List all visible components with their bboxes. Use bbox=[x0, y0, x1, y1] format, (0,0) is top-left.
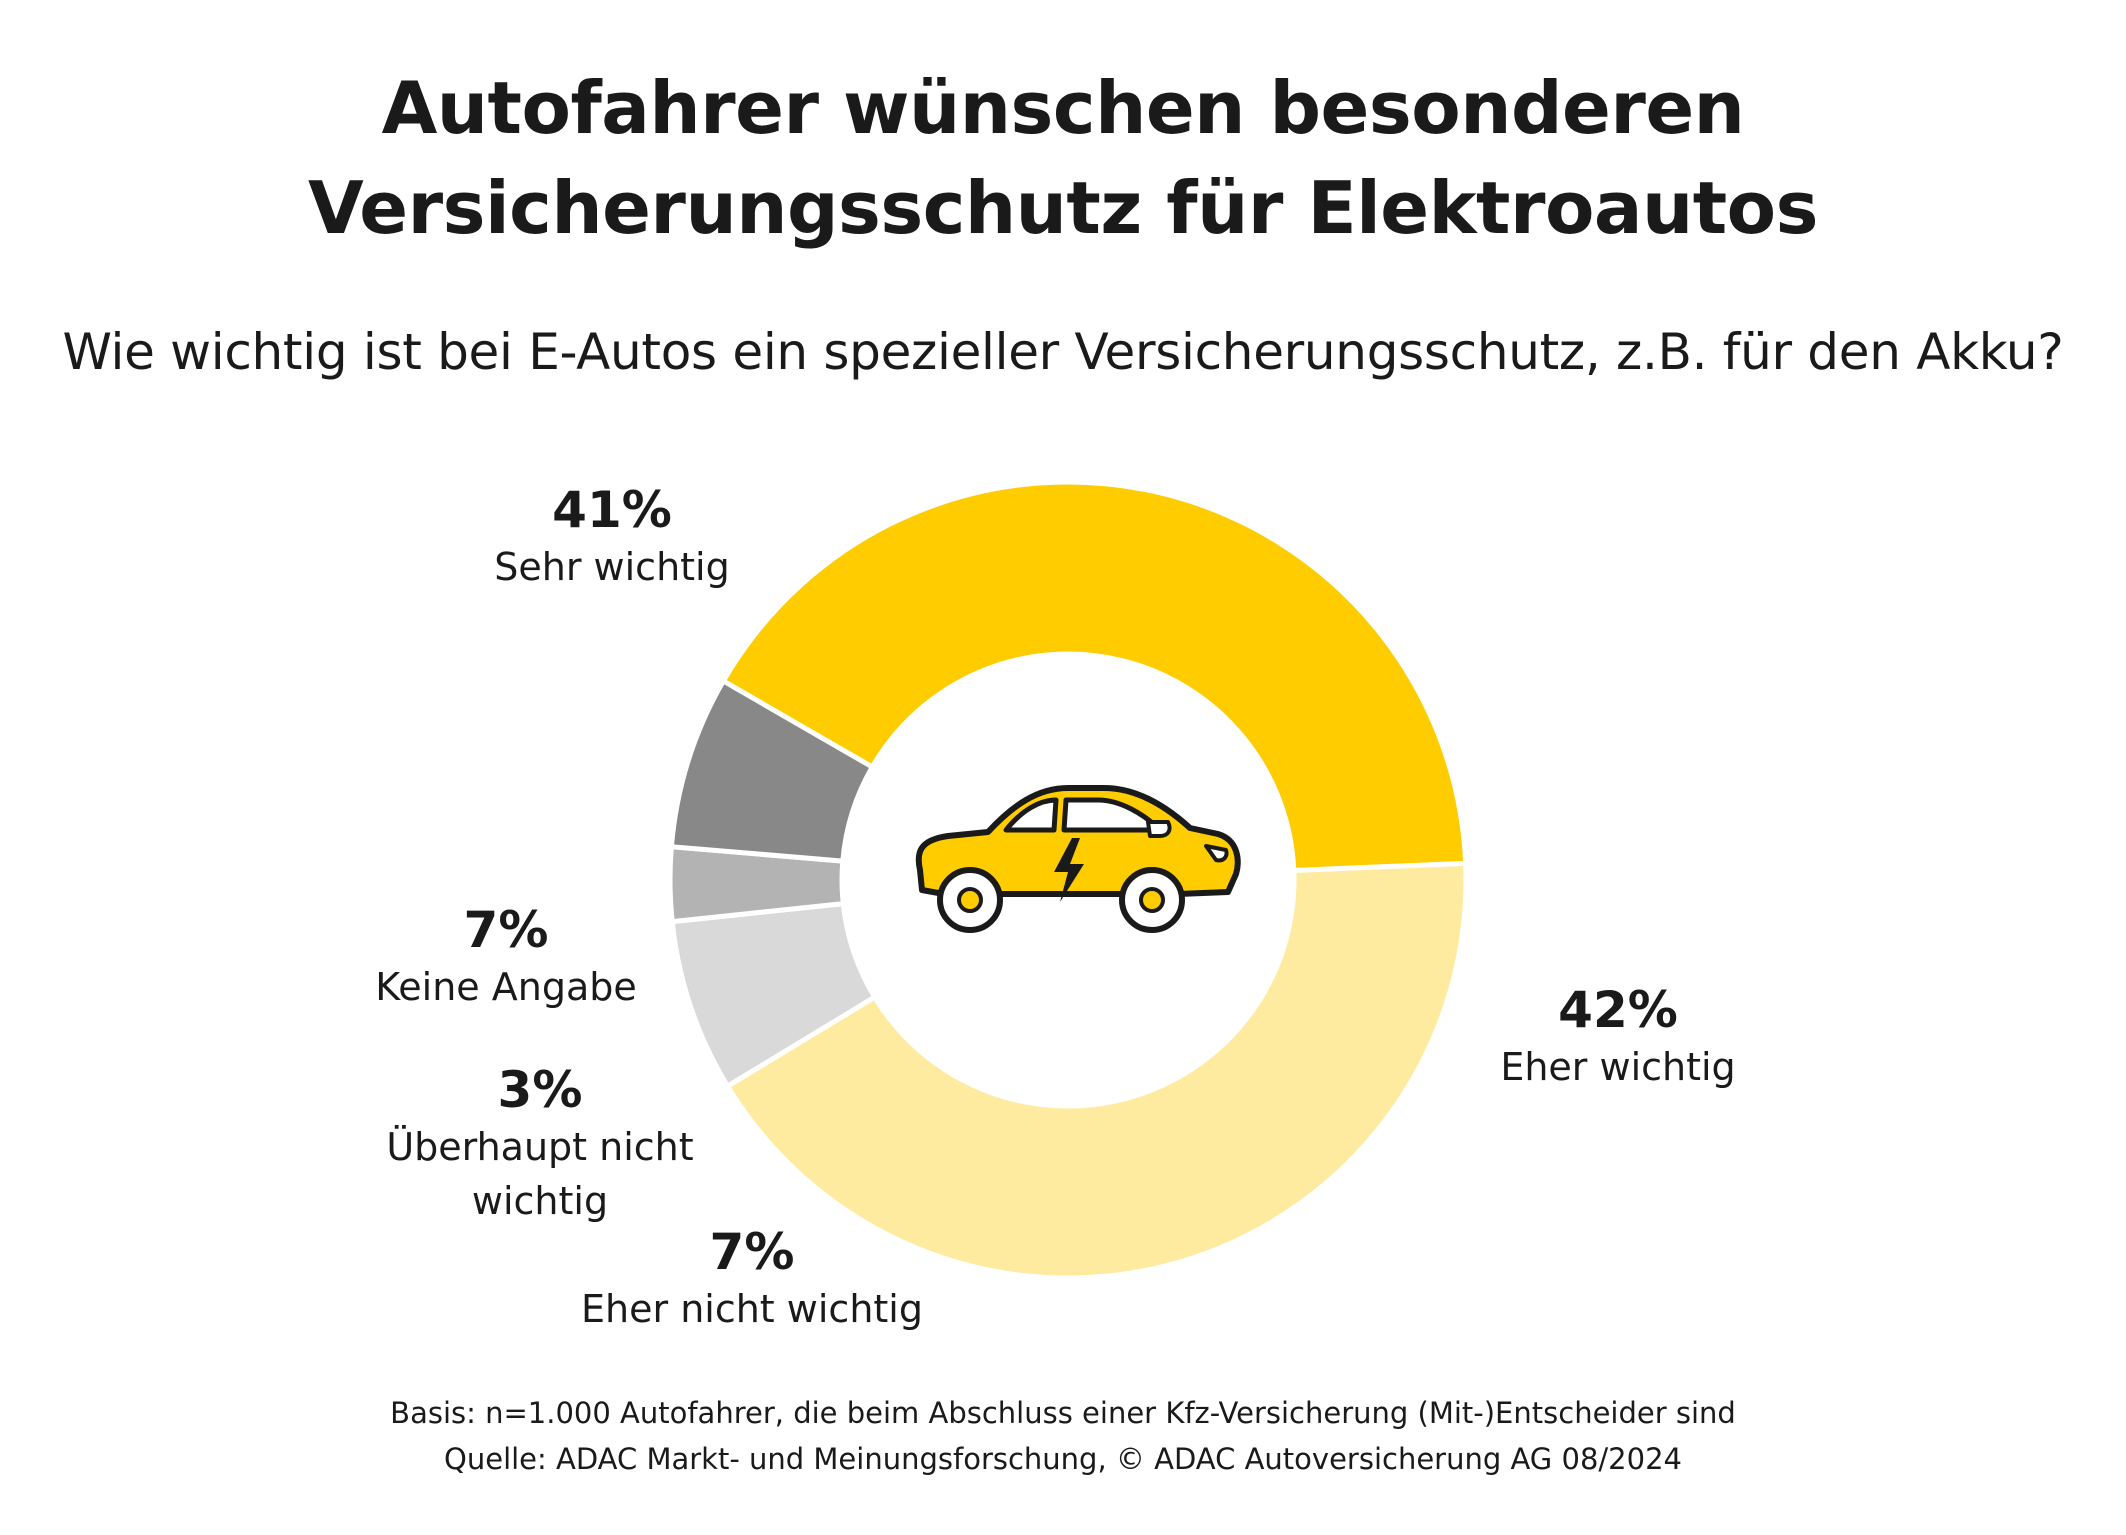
lightning-bolt-icon bbox=[1054, 838, 1084, 902]
car-hub-rear bbox=[957, 887, 983, 913]
slice-category-label: Keine Angabe bbox=[375, 965, 637, 1009]
slice-category-label: Eher wichtig bbox=[1500, 1045, 1736, 1089]
car-headlight bbox=[1204, 844, 1229, 863]
footer-base-note: Basis: n=1.000 Autofahrer, die beim Absc… bbox=[390, 1396, 1736, 1430]
slice-value-label: 7% bbox=[463, 901, 549, 959]
donut-slice-2 bbox=[724, 860, 1469, 1281]
slice-category-label: wichtig bbox=[471, 1179, 609, 1223]
donut-slices bbox=[667, 479, 1469, 1281]
chart-title-line-1: Autofahrer wünschen besonderen bbox=[381, 66, 1745, 150]
slice-category-label: Eher nicht wichtig bbox=[581, 1287, 923, 1331]
slice-label-5: 7% Keine Angabe bbox=[375, 900, 637, 1014]
chart-title-line-2: Versicherungsschutz für Elektroautos bbox=[308, 166, 1819, 250]
slice-label-1: 41% Sehr wichtig bbox=[494, 480, 729, 594]
slice-category-label: Überhaupt nicht bbox=[386, 1125, 694, 1169]
footer-source-note: Quelle: ADAC Markt- und Meinungsforschun… bbox=[444, 1442, 1682, 1476]
chart-title: Autofahrer wünschen besonderen Versicher… bbox=[0, 58, 2126, 258]
car-hub-front bbox=[1139, 887, 1165, 913]
slice-category-label: Sehr wichtig bbox=[494, 545, 730, 589]
slice-value-label: 42% bbox=[1558, 981, 1678, 1039]
slice-label-4: 3% Überhaupt nicht wichtig bbox=[386, 1060, 693, 1228]
chart-footer: Basis: n=1.000 Autofahrer, die beim Absc… bbox=[0, 1390, 2126, 1482]
donut-slice-5 bbox=[668, 677, 876, 864]
car-mirror bbox=[1146, 820, 1172, 838]
slice-value-label: 3% bbox=[497, 1061, 583, 1119]
slice-value-label: 7% bbox=[709, 1223, 795, 1281]
slice-value-label: 41% bbox=[552, 481, 672, 539]
donut-slice-1 bbox=[719, 479, 1469, 874]
slice-label-2: 42% Eher wichtig bbox=[1500, 980, 1735, 1094]
slice-label-3: 7% Eher nicht wichtig bbox=[581, 1222, 923, 1336]
car-window-rear bbox=[1003, 797, 1059, 833]
chart-question: Wie wichtig ist bei E-Autos ein speziell… bbox=[62, 323, 2064, 381]
electric-car-icon bbox=[915, 785, 1241, 933]
